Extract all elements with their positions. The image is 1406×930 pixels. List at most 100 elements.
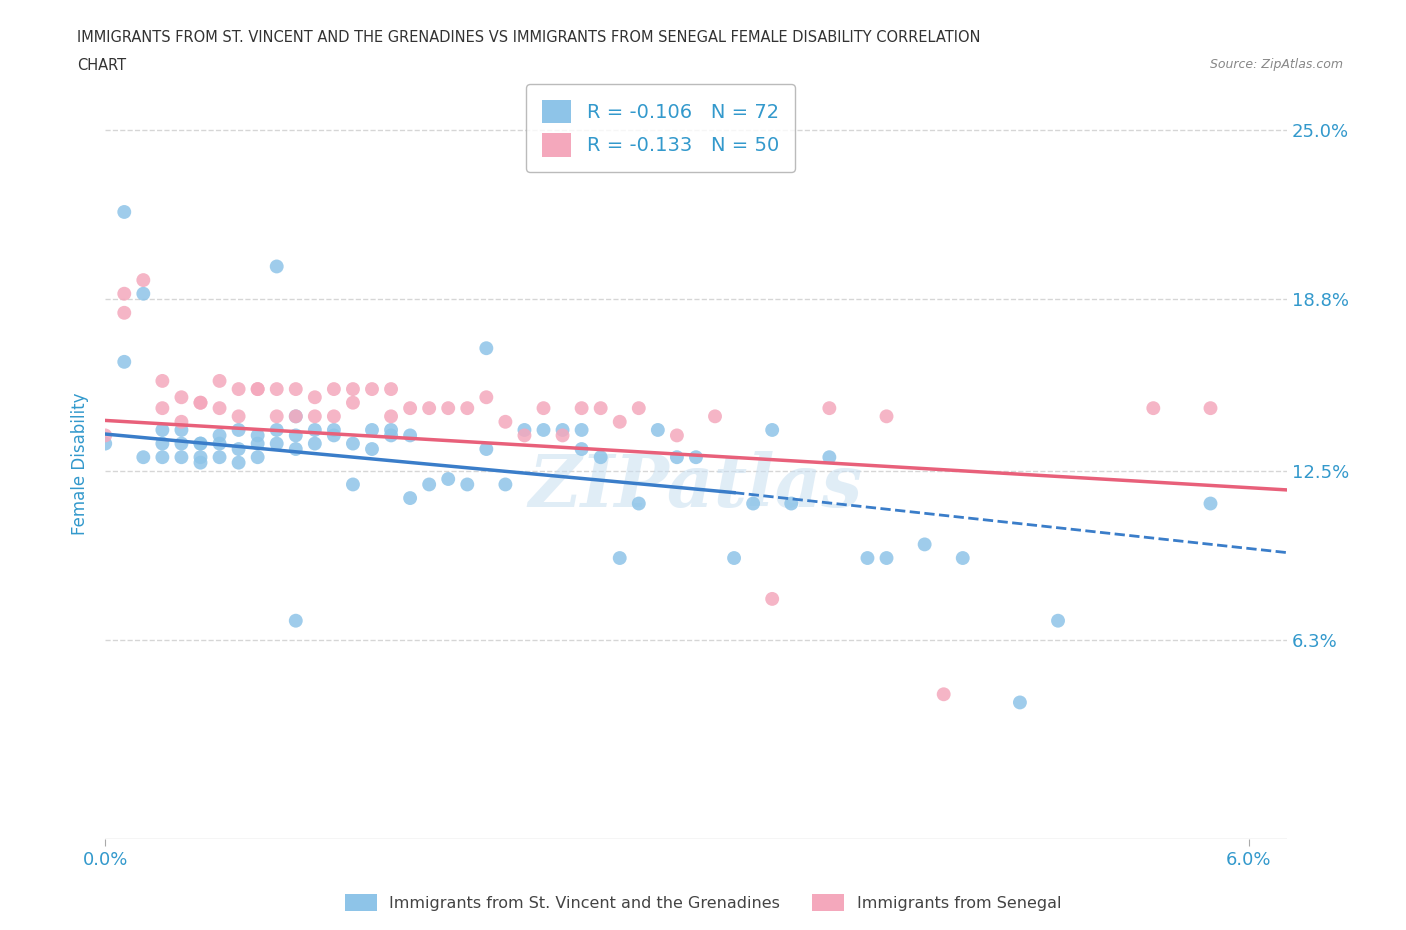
Point [208, 374, 231, 389]
Point [170, 390, 193, 405]
Point [112, 205, 135, 219]
Point [208, 401, 231, 416]
Point [761, 422, 783, 437]
Point [304, 436, 326, 451]
Legend: Immigrants from St. Vincent and the Grenadines, Immigrants from Senegal: Immigrants from St. Vincent and the Gren… [339, 888, 1067, 917]
Point [876, 551, 898, 565]
Point [170, 450, 193, 465]
Point [494, 477, 516, 492]
Text: Source: ZipAtlas.com: Source: ZipAtlas.com [1209, 58, 1343, 71]
Point [571, 422, 593, 437]
Point [246, 436, 269, 451]
Point [647, 422, 669, 437]
Text: ZIPatlas: ZIPatlas [529, 451, 863, 522]
Point [266, 259, 288, 274]
Point [266, 422, 288, 437]
Point [342, 395, 364, 410]
Point [190, 450, 212, 465]
Point [112, 286, 135, 301]
Point [513, 428, 536, 443]
Point [380, 428, 402, 443]
Point [190, 455, 212, 470]
Point [665, 428, 688, 443]
Point [627, 496, 650, 511]
Text: CHART: CHART [77, 58, 127, 73]
Point [112, 305, 135, 320]
Point [818, 450, 841, 465]
Point [533, 401, 555, 416]
Point [228, 442, 250, 457]
Point [266, 381, 288, 396]
Point [208, 450, 231, 465]
Point [475, 442, 498, 457]
Point [876, 409, 898, 424]
Point [208, 428, 231, 443]
Y-axis label: Female Disability: Female Disability [72, 392, 89, 536]
Text: IMMIGRANTS FROM ST. VINCENT AND THE GRENADINES VS IMMIGRANTS FROM SENEGAL FEMALE: IMMIGRANTS FROM ST. VINCENT AND THE GREN… [77, 30, 981, 45]
Point [361, 381, 384, 396]
Point [342, 381, 364, 396]
Point [132, 450, 155, 465]
Point [190, 436, 212, 451]
Point [361, 422, 384, 437]
Point [246, 450, 269, 465]
Point [418, 401, 440, 416]
Point [589, 450, 612, 465]
Point [190, 395, 212, 410]
Point [304, 390, 326, 405]
Point [112, 354, 135, 369]
Point [361, 442, 384, 457]
Point [1199, 401, 1222, 416]
Point [150, 436, 173, 451]
Point [399, 428, 422, 443]
Point [304, 422, 326, 437]
Point [94, 428, 117, 443]
Point [380, 409, 402, 424]
Point [266, 436, 288, 451]
Point [589, 401, 612, 416]
Point [246, 381, 269, 396]
Point [246, 428, 269, 443]
Point [551, 428, 574, 443]
Point [266, 409, 288, 424]
Point [780, 496, 803, 511]
Point [418, 477, 440, 492]
Point [304, 409, 326, 424]
Point [609, 551, 631, 565]
Point [856, 551, 879, 565]
Point [94, 436, 117, 451]
Point [456, 477, 478, 492]
Point [150, 374, 173, 389]
Point [475, 390, 498, 405]
Point [380, 381, 402, 396]
Point [228, 422, 250, 437]
Point [170, 422, 193, 437]
Point [665, 450, 688, 465]
Point [228, 409, 250, 424]
Point [704, 409, 727, 424]
Point [170, 436, 193, 451]
Point [437, 472, 460, 486]
Point [322, 422, 344, 437]
Point [609, 415, 631, 430]
Point [932, 687, 955, 702]
Point [322, 409, 344, 424]
Legend: R = -0.106   N = 72, R = -0.133   N = 50: R = -0.106 N = 72, R = -0.133 N = 50 [526, 84, 794, 172]
Point [723, 551, 745, 565]
Point [818, 401, 841, 416]
Point [380, 422, 402, 437]
Point [399, 491, 422, 506]
Point [284, 428, 307, 443]
Point [284, 409, 307, 424]
Point [284, 381, 307, 396]
Point [132, 272, 155, 287]
Point [190, 395, 212, 410]
Point [342, 477, 364, 492]
Point [228, 455, 250, 470]
Point [322, 428, 344, 443]
Point [284, 613, 307, 628]
Point [533, 422, 555, 437]
Point [551, 422, 574, 437]
Point [150, 401, 173, 416]
Point [952, 551, 974, 565]
